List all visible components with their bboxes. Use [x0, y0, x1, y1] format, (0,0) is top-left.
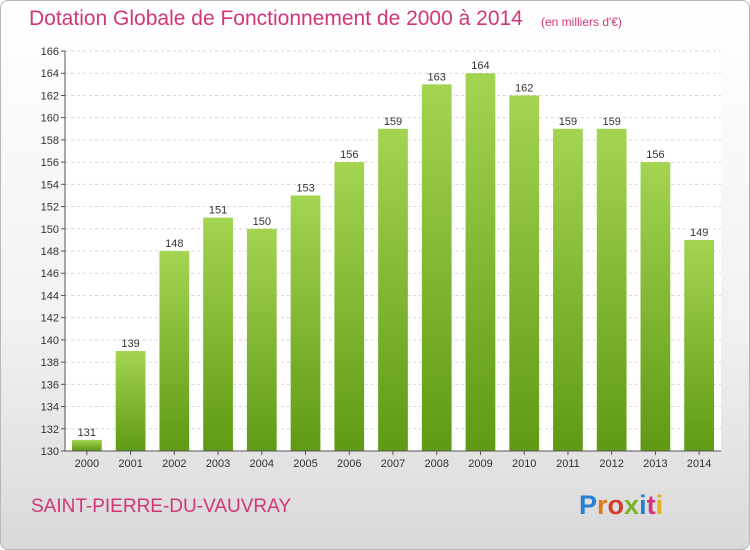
bar	[421, 84, 452, 451]
logo-letter: x	[624, 490, 640, 520]
bar	[115, 351, 146, 451]
x-tick-label: 2011	[556, 458, 580, 470]
y-tick-label: 148	[41, 246, 59, 258]
logo-letter: P	[579, 490, 598, 520]
data-label: 159	[559, 116, 577, 128]
x-tick-label: 2006	[337, 458, 361, 470]
y-tick-label: 152	[41, 202, 59, 214]
y-tick-label: 164	[41, 68, 59, 80]
y-tick-label: 150	[41, 224, 59, 236]
data-label: 131	[78, 427, 96, 439]
y-tick-label: 130	[41, 446, 59, 458]
y-tick-label: 166	[41, 46, 59, 58]
data-label: 153	[296, 182, 314, 194]
x-tick-label: 2007	[381, 458, 405, 470]
data-label: 162	[515, 82, 533, 94]
bar	[334, 162, 365, 451]
y-tick-label: 158	[41, 135, 59, 147]
bar	[71, 439, 102, 451]
logo-letter: t	[646, 490, 656, 520]
x-tick-label: 2000	[75, 458, 99, 470]
logo-letter: i	[639, 490, 647, 520]
logo-letter: r	[597, 490, 608, 520]
y-tick-label: 142	[41, 313, 59, 325]
y-tick-label: 138	[41, 357, 59, 369]
chart-subtitle: (en milliers d'€)	[541, 15, 622, 29]
y-tick-label: 160	[41, 113, 59, 125]
data-label: 148	[165, 238, 183, 250]
bars	[71, 73, 715, 451]
bar	[290, 195, 321, 451]
x-tick-label: 2010	[512, 458, 536, 470]
x-tick-label: 2005	[293, 458, 317, 470]
bar	[640, 162, 671, 451]
data-label: 159	[602, 116, 620, 128]
bar	[509, 95, 540, 451]
bar	[378, 128, 408, 451]
bar	[465, 73, 496, 451]
data-label: 139	[121, 338, 139, 350]
bar	[684, 239, 715, 451]
y-tick-label: 144	[41, 290, 59, 302]
y-tick-label: 146	[41, 268, 59, 280]
data-label: 150	[253, 216, 271, 228]
data-label: 156	[340, 149, 358, 161]
data-label: 149	[690, 227, 708, 239]
logo-letter: i	[655, 490, 664, 520]
labels: 130 132 134 136 138 140 142 144 146 148 150 152 154 1…	[41, 46, 712, 470]
axes	[61, 50, 721, 455]
proxiti-logo[interactable]: Proxiti	[579, 490, 663, 521]
x-tick-label: 2002	[162, 458, 186, 470]
x-tick-label: 2014	[687, 458, 711, 470]
x-tick-label: 2008	[424, 458, 448, 470]
y-tick-label: 156	[41, 157, 59, 169]
x-tick-label: 2001	[118, 458, 142, 470]
data-label: 159	[384, 116, 402, 128]
data-label: 163	[428, 71, 446, 83]
x-tick-label: 2009	[468, 458, 492, 470]
x-tick-label: 2012	[599, 458, 623, 470]
y-tick-label: 154	[41, 179, 59, 191]
logo-letter: o	[607, 490, 625, 520]
x-tick-label: 2013	[643, 458, 667, 470]
y-tick-label: 136	[41, 379, 59, 391]
data-label: 156	[646, 149, 664, 161]
x-tick-label: 2004	[250, 458, 274, 470]
data-label: 164	[471, 60, 489, 72]
bar	[553, 128, 583, 451]
bar	[596, 128, 627, 451]
x-tick-label: 2003	[206, 458, 230, 470]
y-tick-label: 134	[41, 402, 59, 414]
chart-title: Dotation Globale de Fonctionnement de 20…	[29, 7, 523, 30]
y-tick-label: 132	[41, 424, 59, 436]
bar	[203, 217, 233, 451]
y-tick-label: 162	[41, 90, 59, 102]
y-tick-label: 140	[41, 335, 59, 347]
bar	[159, 251, 190, 451]
bar	[246, 228, 277, 451]
commune-name: SAINT-PIERRE-DU-VAUVRAY	[31, 496, 292, 517]
data-label: 151	[209, 205, 227, 217]
